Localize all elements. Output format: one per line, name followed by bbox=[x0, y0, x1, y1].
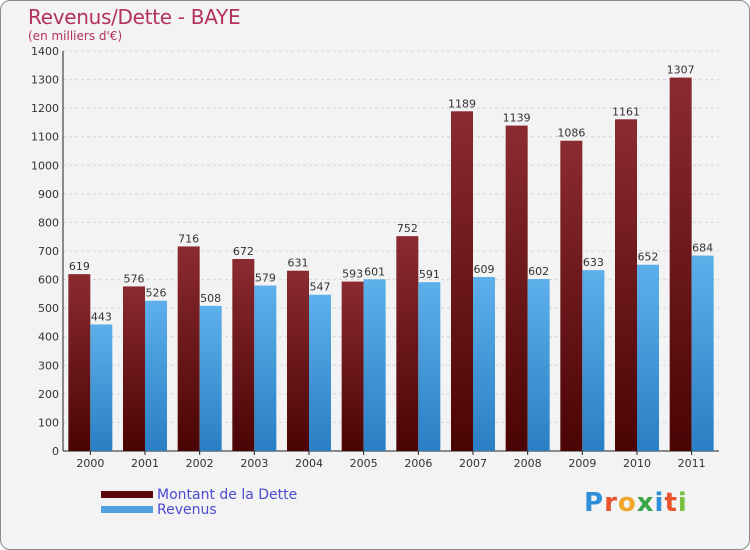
bar-revenue bbox=[363, 279, 386, 451]
bar-debt bbox=[560, 140, 583, 451]
x-tick-label: 2011 bbox=[678, 457, 706, 470]
value-label-revenue: 547 bbox=[310, 281, 331, 294]
logo-letter: P bbox=[584, 488, 605, 518]
logo-letter: o bbox=[617, 488, 637, 518]
y-tick-label: 700 bbox=[38, 245, 59, 258]
logo-letter: i bbox=[654, 488, 665, 518]
y-tick-label: 400 bbox=[38, 331, 59, 344]
logo-letter: i bbox=[677, 488, 688, 518]
legend-label-revenue: Revenus bbox=[157, 501, 217, 518]
bar-revenue bbox=[418, 282, 441, 451]
logo-letter: t bbox=[664, 488, 678, 518]
bar-debt bbox=[615, 119, 637, 452]
x-tick-label: 2001 bbox=[131, 457, 159, 470]
x-tick-label: 2007 bbox=[459, 457, 487, 470]
y-tick-label: 1200 bbox=[31, 102, 59, 115]
x-tick-label: 2010 bbox=[623, 457, 651, 470]
value-label-debt: 1139 bbox=[503, 112, 531, 125]
bar-debt bbox=[505, 125, 528, 452]
value-label-debt: 619 bbox=[69, 260, 90, 273]
value-label-revenue: 591 bbox=[419, 268, 440, 281]
legend-swatch-revenue bbox=[101, 506, 153, 513]
x-tick-label: 2009 bbox=[568, 457, 596, 470]
value-label-revenue: 602 bbox=[528, 265, 549, 278]
bar-debt bbox=[451, 111, 473, 452]
bar-revenue bbox=[309, 294, 331, 451]
value-label-debt: 576 bbox=[124, 272, 145, 285]
legend: Montant de la Dette Revenus bbox=[101, 486, 298, 518]
bar-debt bbox=[68, 274, 91, 451]
value-label-debt: 593 bbox=[342, 268, 363, 281]
value-label-revenue: 508 bbox=[200, 292, 221, 305]
bar-revenue bbox=[145, 300, 167, 451]
bar-debt bbox=[396, 236, 419, 451]
legend-swatch-debt bbox=[101, 491, 153, 498]
x-tick-label: 2000 bbox=[76, 457, 104, 470]
x-tick-label: 2008 bbox=[514, 457, 542, 470]
bar-debt bbox=[287, 270, 309, 451]
y-tick-label: 0 bbox=[52, 445, 59, 458]
value-label-debt: 716 bbox=[178, 232, 199, 245]
logo-letter: x bbox=[636, 488, 655, 518]
value-label-debt: 631 bbox=[288, 257, 309, 270]
legend-item-debt: Montant de la Dette bbox=[101, 486, 298, 503]
legend-label-debt: Montant de la Dette bbox=[157, 486, 298, 503]
y-tick-label: 900 bbox=[38, 188, 59, 201]
x-tick-label: 2005 bbox=[350, 457, 378, 470]
y-tick-label: 300 bbox=[38, 359, 59, 372]
value-label-debt: 1161 bbox=[612, 105, 640, 118]
x-tick-label: 2004 bbox=[295, 457, 323, 470]
chart-title: Revenus/Dette - BAYE bbox=[28, 5, 241, 29]
bar-revenue bbox=[473, 277, 495, 451]
value-label-revenue: 684 bbox=[692, 242, 713, 255]
bar-debt bbox=[232, 259, 255, 451]
x-tick-label: 2006 bbox=[404, 457, 432, 470]
bar-debt bbox=[669, 77, 692, 452]
value-label-revenue: 633 bbox=[583, 256, 604, 269]
bar-debt bbox=[177, 246, 200, 451]
logo-letter: r bbox=[604, 488, 618, 518]
y-tick-label: 1100 bbox=[31, 131, 59, 144]
y-tick-label: 200 bbox=[38, 388, 59, 401]
y-tick-label: 500 bbox=[38, 302, 59, 315]
value-label-revenue: 652 bbox=[638, 251, 659, 264]
chart-subtitle: (en milliers d'€) bbox=[28, 29, 123, 43]
value-label-debt: 1086 bbox=[557, 127, 585, 140]
bar-revenue bbox=[90, 324, 113, 451]
value-label-debt: 1307 bbox=[667, 64, 695, 77]
bar-revenue bbox=[254, 285, 277, 451]
x-tick-label: 2002 bbox=[186, 457, 214, 470]
value-label-revenue: 443 bbox=[91, 310, 112, 323]
value-label-revenue: 609 bbox=[474, 263, 495, 276]
value-label-revenue: 579 bbox=[255, 272, 276, 285]
bar-revenue bbox=[637, 264, 659, 451]
value-label-debt: 1189 bbox=[448, 97, 476, 110]
bar-revenue bbox=[199, 305, 222, 451]
value-label-revenue: 526 bbox=[146, 287, 167, 300]
value-label-debt: 752 bbox=[397, 222, 418, 235]
bar-revenue bbox=[527, 279, 550, 451]
y-tick-label: 1400 bbox=[31, 45, 59, 58]
y-tick-label: 800 bbox=[38, 216, 59, 229]
y-tick-label: 100 bbox=[38, 416, 59, 429]
y-tick-label: 1000 bbox=[31, 159, 59, 172]
x-tick-label: 2003 bbox=[240, 457, 268, 470]
bar-revenue bbox=[582, 270, 605, 451]
bar-debt bbox=[341, 281, 364, 451]
bar-debt bbox=[123, 286, 145, 451]
y-tick-label: 1300 bbox=[31, 74, 59, 87]
proxiti-logo: Proxiti bbox=[584, 488, 688, 518]
y-tick-label: 600 bbox=[38, 274, 59, 287]
value-label-debt: 672 bbox=[233, 245, 254, 258]
bar-revenue bbox=[691, 255, 714, 451]
legend-item-revenue: Revenus bbox=[101, 501, 297, 518]
value-label-revenue: 601 bbox=[364, 265, 385, 278]
